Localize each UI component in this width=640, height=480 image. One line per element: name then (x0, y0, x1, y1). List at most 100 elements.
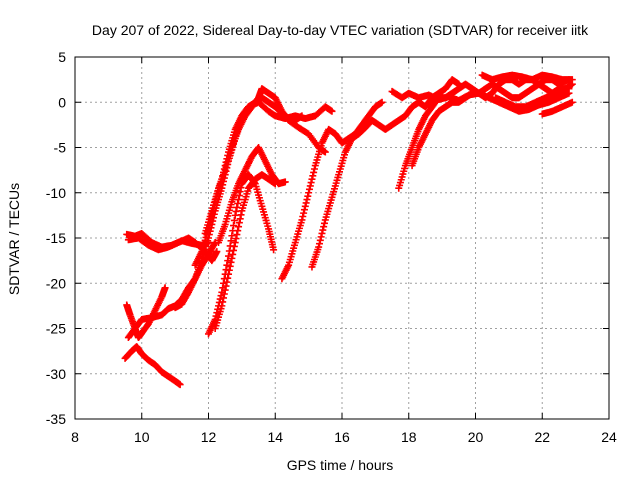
data-point (227, 258, 235, 266)
y-axis-label: SDTVAR / TECUs (6, 183, 22, 295)
data-series (121, 71, 576, 389)
data-point (301, 202, 309, 210)
data-point (305, 185, 313, 193)
x-tick-label: 10 (134, 429, 150, 445)
y-tick-label: -5 (54, 140, 67, 156)
data-point (328, 107, 336, 115)
y-tick-label: -20 (46, 275, 66, 291)
data-point (304, 192, 312, 200)
y-tick-label: -10 (46, 185, 66, 201)
data-point (378, 98, 386, 106)
data-point (233, 203, 241, 211)
series-track-4 (121, 343, 184, 389)
data-point (236, 188, 244, 196)
data-point (299, 213, 307, 221)
data-point (300, 209, 308, 217)
data-point (221, 286, 229, 294)
data-point (235, 192, 243, 200)
data-point (302, 199, 310, 207)
data-point (228, 232, 236, 240)
series-track-17 (478, 71, 576, 84)
data-point (161, 284, 169, 292)
data-point (232, 235, 240, 243)
data-point (316, 236, 324, 244)
data-point (306, 182, 314, 190)
data-point (310, 168, 318, 176)
x-tick-label: 12 (201, 429, 217, 445)
data-point (307, 179, 315, 187)
data-point (223, 278, 231, 286)
x-tick-label: 24 (601, 429, 617, 445)
series-track-9 (215, 144, 289, 247)
data-point (305, 189, 313, 197)
data-point (309, 172, 317, 180)
y-tick-label: 0 (58, 94, 66, 110)
data-point (236, 215, 244, 223)
x-tick-label: 22 (534, 429, 550, 445)
data-point (321, 148, 329, 156)
data-point (225, 270, 233, 278)
data-point (230, 222, 238, 230)
data-point (235, 223, 243, 231)
data-point (320, 219, 328, 227)
y-tick-label: 5 (58, 49, 66, 65)
data-point (320, 223, 328, 231)
data-point (308, 175, 316, 183)
axis-ticks: 8 10 12 14 16 18 20 22 24 -35 -30 -25 -20 -15 -10 -5 0 5 (46, 49, 617, 445)
data-point (303, 196, 311, 204)
data-point (315, 240, 323, 248)
y-tick-label: -15 (46, 230, 66, 246)
series-track-6 (171, 98, 336, 312)
data-point (231, 239, 239, 247)
data-point (234, 227, 242, 235)
data-point (270, 246, 278, 254)
data-point (230, 246, 238, 254)
data-point (298, 216, 306, 224)
data-point (228, 254, 236, 262)
series-track-8 (201, 85, 329, 237)
data-point (565, 89, 573, 97)
series-track-19 (538, 98, 576, 118)
x-tick-label: 8 (71, 429, 79, 445)
data-point (568, 98, 576, 106)
y-tick-label: -35 (46, 411, 66, 427)
x-tick-label: 14 (267, 429, 283, 445)
data-point (300, 206, 308, 214)
data-point (233, 231, 241, 239)
data-point (310, 165, 318, 173)
data-point (218, 302, 226, 310)
y-tick-label: -30 (46, 366, 66, 382)
data-point (235, 219, 243, 227)
data-point (210, 240, 218, 248)
data-point (568, 80, 576, 88)
data-point (237, 211, 245, 219)
x-axis-label: GPS time / hours (287, 457, 394, 473)
data-point (223, 261, 231, 269)
data-point (315, 243, 323, 251)
data-point (318, 229, 326, 237)
data-point (222, 282, 230, 290)
data-point (230, 242, 238, 250)
y-tick-label: -25 (46, 321, 66, 337)
data-point (232, 207, 240, 215)
chart-title: Day 207 of 2022, Sidereal Day-to-day VTE… (92, 22, 589, 38)
series-track-2 (124, 234, 221, 265)
data-point (213, 248, 221, 256)
data-point (319, 226, 327, 234)
series-track-11 (211, 171, 279, 332)
data-point (226, 262, 234, 270)
data-point (234, 199, 242, 207)
data-point (281, 178, 289, 186)
data-point (225, 266, 233, 274)
data-point (298, 112, 306, 120)
data-point (317, 233, 325, 241)
series-track-13 (308, 76, 463, 271)
data-point (220, 290, 228, 298)
x-tick-label: 18 (401, 429, 417, 445)
data-point (237, 184, 245, 192)
data-point (220, 294, 228, 302)
data-point (176, 381, 184, 389)
x-tick-label: 16 (334, 429, 350, 445)
data-point (231, 211, 239, 219)
